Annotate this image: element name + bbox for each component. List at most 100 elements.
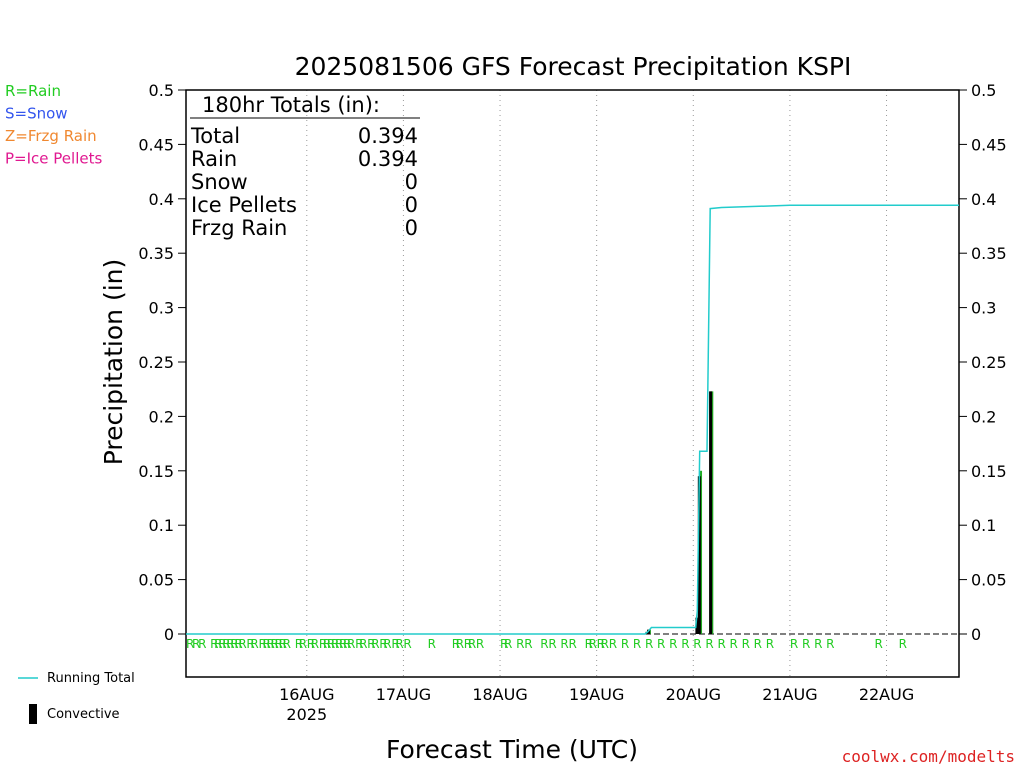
legend-label: Convective [47,707,120,722]
rain-mark: R [874,637,882,651]
rain-mark: R [323,637,331,651]
y-tick-label-right: 0.5 [971,81,996,100]
y-tick-label-right: 0.05 [971,571,1007,590]
rain-mark: R [335,637,343,651]
totals-row-label: Frzg Rain [191,216,287,240]
grid-lines [306,90,888,677]
totals-row-label: Total [190,124,240,148]
rain-mark: R [198,637,206,651]
precip-type-legend-item: P=Ice Pellets [5,150,102,168]
x-tick-label: 18AUG [472,685,527,704]
rain-mark: R [464,637,472,651]
x-tick-year: 2025 [286,705,327,724]
rain-mark: R [452,637,460,651]
x-axis-label: Forecast Time (UTC) [386,735,638,764]
y-tick-label-left: 0.3 [149,299,174,318]
rain-mark: R [307,637,315,651]
rain-mark: R [343,637,351,651]
rain-mark: R [319,637,327,651]
y-tick-label-left: 0.05 [138,571,174,590]
rain-mark: R [367,637,375,651]
rain-mark: R [476,637,484,651]
rain-mark: R [524,637,532,651]
rain-mark: R [468,637,476,651]
y-tick-label-left: 0.2 [149,407,174,426]
rain-mark: R [379,637,387,651]
rain-mark: R [899,637,907,651]
y-tick-label-left: 0 [164,625,174,644]
rain-mark: R [279,637,287,651]
y-axis-label: Precipitation (in) [99,259,128,466]
rain-mark: R [192,637,200,651]
totals-row-value: 0 [405,216,418,240]
rain-mark: R [693,637,701,651]
rain-mark: R [238,637,246,651]
rain-mark: R [568,637,576,651]
x-tick-label: 16AUG [279,685,334,704]
y-tick-label-right: 0.4 [971,190,996,209]
rain-mark: R [218,637,226,651]
rain-mark: R [802,637,810,651]
x-tick-label: 19AUG [569,685,624,704]
rain-mark: R [250,637,258,651]
rain-mark: R [657,637,665,651]
totals-row-value: 0 [405,170,418,194]
y-tick-label-right: 0 [971,625,981,644]
chart-title: 2025081506 GFS Forecast Precipitation KS… [295,52,852,81]
totals-rows: Total 0.394 Rain 0.394 Snow 0 Ice Pellets 0 Frzg… [190,124,418,240]
rain-mark: R [717,637,725,651]
rain-mark: R [633,637,641,651]
rain-mark: R [283,637,291,651]
totals-header: 180hr Totals (in): [202,93,380,117]
plot-frame [185,89,960,678]
rain-mark: R [601,637,609,651]
rain-mark: R [705,637,713,651]
rain-mark: R [230,637,238,651]
y-tick-label-left: 0.45 [138,135,174,154]
totals-row-label: Rain [191,147,237,171]
y-tick-label-right: 0.35 [971,244,1007,263]
rain-mark: R [234,637,242,651]
rain-mark: R [262,637,270,651]
rain-mark: R [428,637,436,651]
y-tick-label-right: 0.3 [971,299,996,318]
rain-mark: R [548,637,556,651]
rain-mark: R [730,637,738,651]
rain-mark: R [226,637,234,651]
rain-mark: R [754,637,762,651]
rain-mark: R [267,637,275,651]
precip-type-legend-item: Z=Frzg Rain [5,127,97,145]
rain-mark: R [275,637,283,651]
rain-mark: R [371,637,379,651]
rain-mark: R [500,637,508,651]
y-tick-label-right: 0.25 [971,353,1007,372]
rain-mark: R [456,637,464,651]
totals-row-label: Snow [191,170,248,194]
precip-type-legend-item: S=Snow [5,105,68,123]
y-tick-label-left: 0.5 [149,81,174,100]
totals-row-value: 0.394 [358,124,418,148]
x-tick-label: 20AUG [666,685,721,704]
rain-mark: R [669,637,677,651]
totals-row-label: Ice Pellets [191,193,297,217]
legend-swatch-bar [29,704,37,724]
totals-row-value: 0.394 [358,147,418,171]
y-tick-label-left: 0.1 [149,516,174,535]
rain-mark: R [222,637,230,651]
y-tick-label-left: 0.35 [138,244,174,263]
y-tick-label-right: 0.45 [971,135,1007,154]
rain-mark: R [299,637,307,651]
x-tick-label: 22AUG [859,685,914,704]
rain-mark: R [403,637,411,651]
x-tick-label: 21AUG [762,685,817,704]
rain-mark: R [597,637,605,651]
rain-mark: R [383,637,391,651]
x-tick-label: 17AUG [376,685,431,704]
rain-mark: R [814,637,822,651]
rain-mark: R [331,637,339,651]
rain-mark: R [210,637,218,651]
y-tick-label-right: 0.2 [971,407,996,426]
